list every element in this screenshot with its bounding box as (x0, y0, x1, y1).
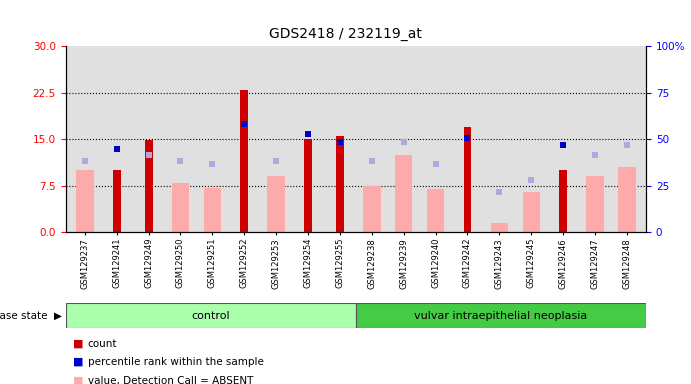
Text: ■: ■ (73, 357, 83, 367)
Bar (363, 186, 381, 232)
Text: vulvar intraepithelial neoplasia: vulvar intraepithelial neoplasia (415, 311, 587, 321)
Bar (267, 177, 285, 232)
Bar (336, 136, 344, 232)
Text: ■: ■ (73, 376, 83, 384)
Bar (464, 127, 471, 232)
Bar (559, 170, 567, 232)
Text: value, Detection Call = ABSENT: value, Detection Call = ABSENT (88, 376, 253, 384)
Text: percentile rank within the sample: percentile rank within the sample (88, 357, 264, 367)
Bar (356, 303, 646, 328)
Bar (171, 183, 189, 232)
Text: count: count (88, 339, 117, 349)
Text: ■: ■ (73, 339, 83, 349)
Text: control: control (191, 311, 230, 321)
Bar (427, 189, 444, 232)
Bar (66, 303, 356, 328)
Bar (144, 141, 153, 232)
Text: GDS2418 / 232119_at: GDS2418 / 232119_at (269, 27, 422, 41)
Text: disease state  ▶: disease state ▶ (0, 311, 62, 321)
Bar (76, 170, 93, 232)
Bar (240, 89, 248, 232)
Bar (586, 177, 604, 232)
Bar (304, 139, 312, 232)
Bar (395, 155, 413, 232)
Bar (522, 192, 540, 232)
Bar (491, 223, 508, 232)
Bar (113, 170, 121, 232)
Bar (618, 167, 636, 232)
Bar (204, 188, 221, 232)
